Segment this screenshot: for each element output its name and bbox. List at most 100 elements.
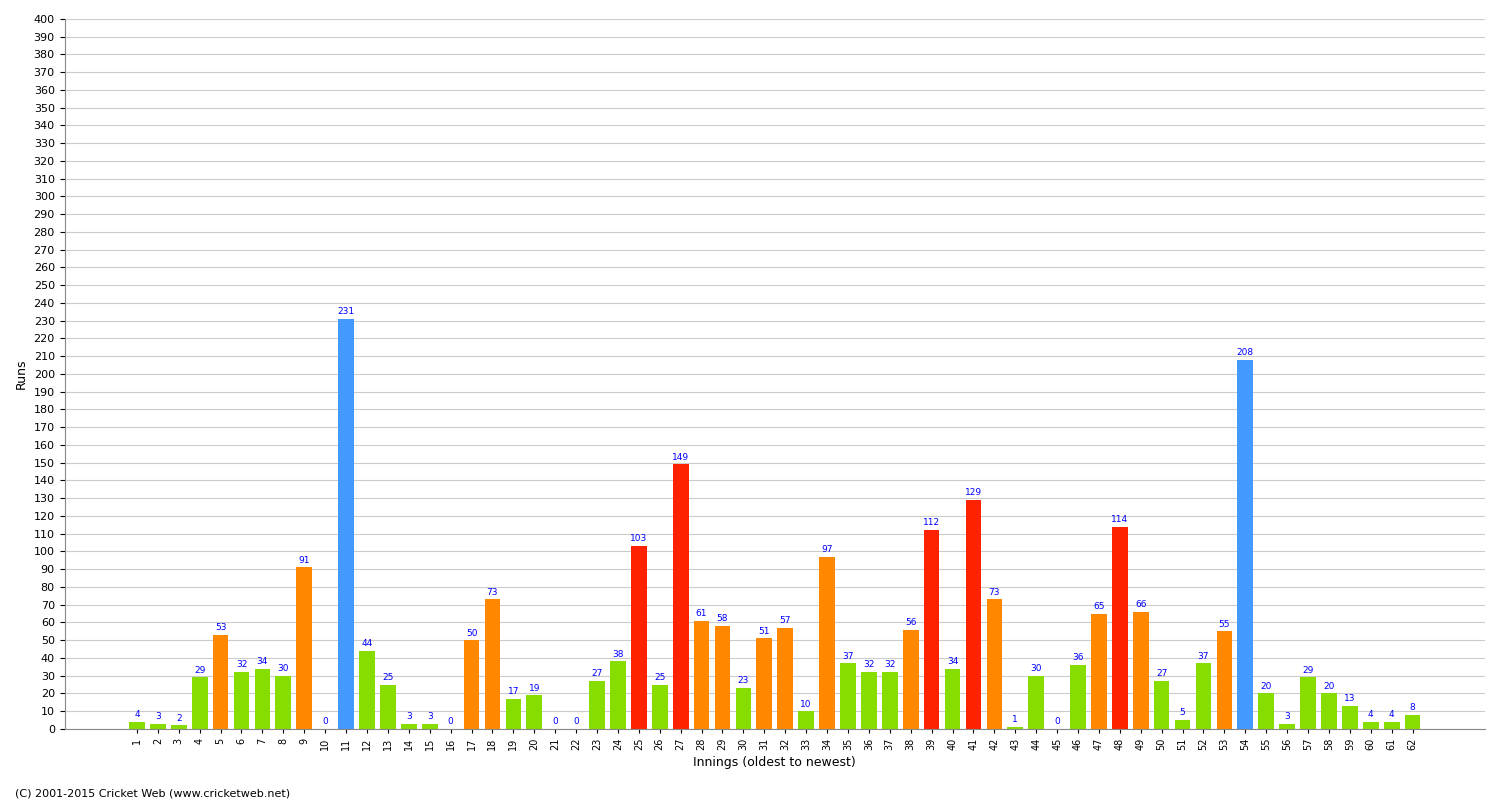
Bar <box>1090 614 1107 729</box>
Text: 10: 10 <box>801 699 812 709</box>
Bar <box>338 319 354 729</box>
Text: 34: 34 <box>946 657 958 666</box>
Bar <box>150 723 165 729</box>
Text: 32: 32 <box>236 661 248 670</box>
Text: 30: 30 <box>278 664 290 673</box>
Text: 25: 25 <box>382 673 393 682</box>
Text: 8: 8 <box>1410 703 1416 712</box>
Text: 29: 29 <box>1302 666 1314 674</box>
Bar <box>1070 665 1086 729</box>
Bar <box>1029 676 1044 729</box>
Bar <box>1132 612 1149 729</box>
Bar <box>358 651 375 729</box>
Bar <box>1384 722 1400 729</box>
Bar <box>1342 706 1358 729</box>
Bar <box>1364 722 1378 729</box>
Text: 0: 0 <box>322 718 328 726</box>
Bar <box>590 681 604 729</box>
Text: 3: 3 <box>406 712 411 721</box>
Bar <box>422 723 438 729</box>
Bar <box>1008 727 1023 729</box>
Text: 32: 32 <box>862 661 874 670</box>
Text: 1: 1 <box>1013 715 1019 725</box>
Bar <box>798 711 814 729</box>
Text: 58: 58 <box>717 614 728 623</box>
Bar <box>652 685 668 729</box>
Bar <box>714 626 730 729</box>
Bar <box>840 663 856 729</box>
Text: 5: 5 <box>1179 708 1185 718</box>
Text: 17: 17 <box>507 687 519 696</box>
Text: 3: 3 <box>154 712 160 721</box>
Bar <box>276 676 291 729</box>
Text: 0: 0 <box>1054 718 1060 726</box>
Bar <box>882 672 897 729</box>
Bar <box>234 672 249 729</box>
Text: 37: 37 <box>1197 651 1209 661</box>
Text: 3: 3 <box>427 712 432 721</box>
Text: 53: 53 <box>214 623 226 632</box>
Text: 50: 50 <box>466 629 477 638</box>
Text: 4: 4 <box>1368 710 1374 719</box>
Text: 36: 36 <box>1072 654 1083 662</box>
Text: 2: 2 <box>176 714 181 722</box>
Text: 27: 27 <box>1156 670 1167 678</box>
Text: 73: 73 <box>988 588 1000 597</box>
Bar <box>526 695 542 729</box>
Bar <box>464 640 480 729</box>
Bar <box>735 688 752 729</box>
Text: 23: 23 <box>738 677 748 686</box>
Bar <box>129 722 146 729</box>
Text: 29: 29 <box>194 666 206 674</box>
Text: 0: 0 <box>552 718 558 726</box>
Bar <box>1216 631 1231 729</box>
Bar <box>1300 678 1316 729</box>
Bar <box>1174 720 1191 729</box>
Text: 20: 20 <box>1323 682 1335 690</box>
Bar <box>674 465 688 729</box>
Bar <box>1404 714 1420 729</box>
Text: 55: 55 <box>1218 620 1230 629</box>
Text: 149: 149 <box>672 453 688 462</box>
X-axis label: Innings (oldest to newest): Innings (oldest to newest) <box>693 756 856 769</box>
Text: 3: 3 <box>1284 712 1290 721</box>
Bar <box>966 500 981 729</box>
Text: 38: 38 <box>612 650 624 659</box>
Text: 103: 103 <box>630 534 648 543</box>
Bar <box>903 630 918 729</box>
Bar <box>255 669 270 729</box>
Text: 0: 0 <box>447 718 453 726</box>
Bar <box>924 530 939 729</box>
Text: 129: 129 <box>964 488 982 498</box>
Text: 37: 37 <box>842 651 854 661</box>
Bar <box>693 621 709 729</box>
Text: 34: 34 <box>256 657 268 666</box>
Bar <box>213 635 228 729</box>
Text: 51: 51 <box>759 626 770 636</box>
Bar <box>610 662 626 729</box>
Bar <box>171 726 186 729</box>
Text: 27: 27 <box>591 670 603 678</box>
Text: 25: 25 <box>654 673 666 682</box>
Bar <box>506 698 520 729</box>
Bar <box>1258 694 1274 729</box>
Text: 20: 20 <box>1260 682 1272 690</box>
Text: 97: 97 <box>822 545 833 554</box>
Bar <box>777 628 794 729</box>
Text: 114: 114 <box>1112 515 1128 524</box>
Text: 4: 4 <box>1389 710 1395 719</box>
Bar <box>1238 360 1252 729</box>
Text: 32: 32 <box>884 661 896 670</box>
Bar <box>756 638 772 729</box>
Text: 30: 30 <box>1030 664 1042 673</box>
Bar <box>1322 694 1336 729</box>
Text: 208: 208 <box>1236 348 1254 357</box>
Bar <box>1196 663 1212 729</box>
Text: 65: 65 <box>1094 602 1104 611</box>
Bar <box>945 669 960 729</box>
Text: 57: 57 <box>780 616 790 625</box>
Bar <box>484 599 501 729</box>
Text: 56: 56 <box>904 618 916 627</box>
Text: 73: 73 <box>486 588 498 597</box>
Bar <box>1154 681 1170 729</box>
